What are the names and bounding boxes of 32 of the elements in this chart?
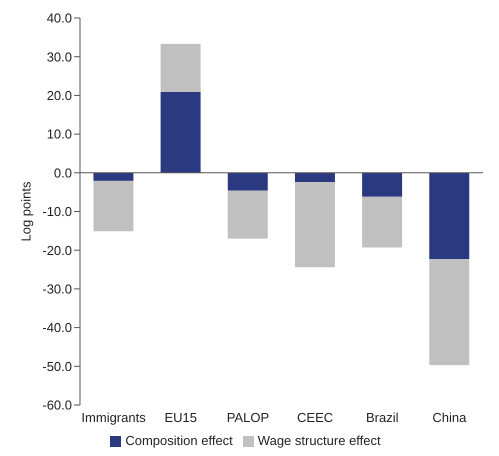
y-tick-label: 20.0 xyxy=(46,88,72,104)
y-tick-label: 0.0 xyxy=(54,165,72,180)
x-tick-label: Brazil xyxy=(366,410,399,426)
y-tick-label: -60.0 xyxy=(42,398,72,413)
bar xyxy=(160,92,201,173)
y-tick-label: 30.0 xyxy=(46,49,72,64)
bar xyxy=(228,190,268,239)
bar xyxy=(228,172,268,191)
x-tick-label: PALOP xyxy=(226,410,270,426)
bar xyxy=(93,172,134,181)
bar xyxy=(429,259,470,366)
y-tick-label: -20.0 xyxy=(42,242,72,258)
y-axis-title: Log points xyxy=(18,181,34,242)
bar xyxy=(362,196,402,248)
bar xyxy=(362,172,402,197)
bar xyxy=(429,172,470,260)
bar xyxy=(294,172,335,182)
x-tick-label: China xyxy=(432,410,468,426)
y-tick-label: -40.0 xyxy=(42,320,72,336)
bar xyxy=(160,44,201,92)
bar xyxy=(93,180,134,232)
y-tick-label: 10.0 xyxy=(46,126,72,142)
bar xyxy=(294,182,335,268)
y-tick-label: -10.0 xyxy=(42,204,72,220)
y-tick-label: -50.0 xyxy=(42,358,72,374)
x-tick-label: EU15 xyxy=(164,410,198,426)
legend-label: Composition effect xyxy=(125,433,233,448)
y-tick-label: -30.0 xyxy=(42,282,72,297)
x-tick-label: CEEC xyxy=(297,410,334,426)
y-tick-label: 40.0 xyxy=(46,10,72,26)
x-tick-label: Immigrants xyxy=(81,410,146,426)
legend-label: Wage structure effect xyxy=(258,433,381,448)
